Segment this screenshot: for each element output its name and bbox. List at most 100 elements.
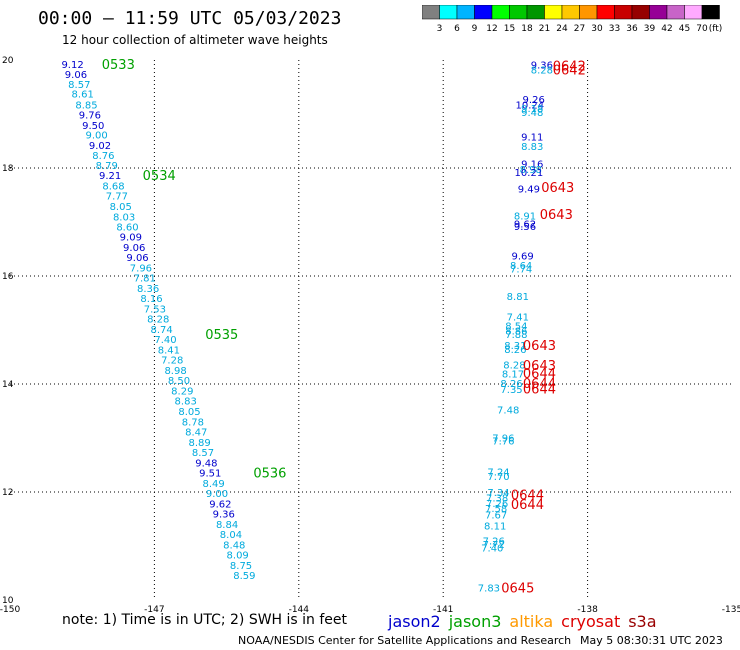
track-b-time-label: 0644 bbox=[511, 489, 544, 504]
y-tick-label: 10 bbox=[2, 596, 14, 606]
track-a-wave-height: 8.50 bbox=[168, 376, 190, 387]
track-b-wave-height: 7.48 bbox=[497, 405, 519, 416]
track-a-wave-height: 8.41 bbox=[158, 345, 180, 356]
chart-title: 00:00 – 11:59 UTC 05/03/2023 bbox=[38, 8, 342, 29]
track-b-time-label: 0643 bbox=[540, 208, 573, 223]
track-b-time-label: 0643 bbox=[523, 339, 556, 354]
footer-notes: note: 1) Time is in UTC; 2) SWH is in fe… bbox=[62, 612, 348, 628]
track-b-wave-height: 8.31 bbox=[504, 341, 526, 352]
track-a-wave-height: 8.04 bbox=[220, 530, 242, 541]
track-a-wave-height: 8.78 bbox=[182, 417, 204, 428]
colorbar-tick-label: 36 bbox=[626, 24, 638, 34]
x-tick-label: -135 bbox=[722, 605, 740, 615]
colorbar-tick-label: 27 bbox=[574, 24, 585, 34]
chart-subtitle: 12 hour collection of altimeter wave hei… bbox=[62, 33, 328, 47]
colorbar-tick-label: 24 bbox=[556, 24, 568, 34]
track-a-time-label: 0533 bbox=[102, 58, 135, 73]
track-b-time-label: 0644 bbox=[523, 367, 556, 382]
satellite-legend: jason2 jason3 altika cryosat s3a bbox=[388, 612, 665, 631]
legend-jason2: jason2 bbox=[388, 612, 441, 631]
footer-timestamp: May 5 08:30:31 UTC 2023 bbox=[580, 634, 723, 647]
track-b-wave-height: 9.36 bbox=[531, 60, 553, 71]
track-a-wave-height: 8.36 bbox=[137, 284, 159, 295]
track-a-wave-height: 9.62 bbox=[209, 499, 231, 510]
track-b-wave-height: 8.64 bbox=[510, 261, 532, 272]
track-a-wave-height: 8.29 bbox=[171, 386, 193, 397]
track-b-wave-height: 8.83 bbox=[521, 142, 543, 153]
track-b-time-label: 0642 bbox=[553, 64, 586, 79]
colorbar-tick-label: 3 bbox=[437, 24, 443, 34]
track-b-time-label: 0644 bbox=[511, 498, 544, 513]
track-a-wave-height: 9.06 bbox=[126, 253, 148, 264]
track-a-wave-height: 8.79 bbox=[96, 161, 118, 172]
colorbar-tick-label: 12 bbox=[486, 24, 497, 34]
track-b-wave-height: 7.88 bbox=[505, 330, 527, 341]
track-b-time-label: 0643 bbox=[523, 359, 556, 374]
track-a-wave-height: 8.28 bbox=[147, 315, 169, 326]
track-a-wave-height: 7.53 bbox=[144, 304, 166, 315]
track-b-wave-height: 7.34 bbox=[487, 488, 509, 499]
track-b-wave-height: 10.21 bbox=[515, 168, 544, 179]
track-a-wave-height: 8.76 bbox=[92, 151, 114, 162]
track-a-wave-height: 8.68 bbox=[102, 181, 124, 192]
track-b-wave-height: 9.56 bbox=[514, 222, 536, 233]
track-a-wave-height: 8.85 bbox=[75, 100, 97, 111]
track-a-wave-height: 9.09 bbox=[120, 233, 142, 244]
track-b-wave-height: 7.76 bbox=[492, 437, 514, 448]
track-a-time-label: 0536 bbox=[253, 467, 286, 482]
track-b-wave-height: 7.74 bbox=[510, 264, 532, 275]
x-tick-label: -138 bbox=[577, 605, 598, 615]
track-a-wave-height: 9.12 bbox=[61, 60, 83, 71]
track-a-wave-height: 8.89 bbox=[189, 438, 211, 449]
track-a-wave-height: 8.60 bbox=[116, 222, 138, 233]
colorbar-tick-label: 33 bbox=[609, 24, 620, 34]
track-b-wave-height: 8.26 bbox=[504, 345, 526, 356]
track-a-wave-height: 9.06 bbox=[123, 243, 145, 254]
track-a-time-label: 0535 bbox=[205, 328, 238, 343]
track-b-wave-height: 8.26 bbox=[500, 379, 522, 390]
colorbar-tick-label: 21 bbox=[539, 24, 550, 34]
track-a-wave-height: 9.36 bbox=[213, 510, 235, 521]
track-a-wave-height: 9.00 bbox=[86, 131, 108, 142]
track-a-wave-height: 9.76 bbox=[79, 111, 101, 122]
track-a-wave-height: 7.28 bbox=[161, 356, 183, 367]
track-b-wave-height: 7.35 bbox=[500, 385, 522, 396]
track-b-wave-height: 8.28 bbox=[531, 66, 553, 77]
track-b-wave-height: 7.24 bbox=[487, 467, 509, 478]
track-b-wave-height: 7.38 bbox=[486, 493, 508, 504]
track-a-wave-height: 7.77 bbox=[106, 192, 128, 203]
track-b-time-label: 0644 bbox=[523, 382, 556, 397]
track-a-wave-height: 8.57 bbox=[68, 80, 90, 91]
y-tick-label: 20 bbox=[2, 56, 14, 66]
track-a-wave-height: 9.48 bbox=[195, 458, 217, 469]
track-b-wave-height: 8.17 bbox=[502, 370, 524, 381]
track-b-wave-height: 9.18 bbox=[521, 104, 543, 115]
track-a-time-label: 0534 bbox=[143, 169, 176, 184]
track-b-wave-height: 7.40 bbox=[481, 544, 503, 555]
legend-s3a: s3a bbox=[628, 612, 657, 631]
colorbar-tick-label: 39 bbox=[644, 24, 656, 34]
track-a-wave-height: 8.05 bbox=[110, 202, 132, 213]
colorbar-unit: (ft) bbox=[709, 24, 723, 34]
track-b-wave-height: 9.16 bbox=[521, 160, 543, 171]
track-a-wave-height: 7.40 bbox=[154, 335, 176, 346]
track-b-wave-height: 7.72 bbox=[483, 540, 505, 551]
legend-cryosat: cryosat bbox=[561, 612, 621, 631]
track-b-wave-height: 7.41 bbox=[507, 313, 529, 324]
colorbar-tick-label: 42 bbox=[661, 24, 672, 34]
x-tick-label: -147 bbox=[144, 605, 164, 615]
track-b-time-label: 0643 bbox=[541, 181, 574, 196]
track-b-wave-height: 8.91 bbox=[514, 212, 536, 223]
track-a-wave-height: 8.05 bbox=[178, 407, 200, 418]
track-a-wave-height: 9.50 bbox=[82, 121, 104, 132]
track-b-wave-height: 8.28 bbox=[503, 361, 525, 372]
track-a-wave-height: 8.84 bbox=[216, 520, 238, 531]
track-a-wave-height: 8.47 bbox=[185, 428, 207, 439]
colorbar-tick-label: 6 bbox=[454, 24, 460, 34]
track-b-wave-height: 7.26 bbox=[483, 537, 505, 548]
track-a-wave-height: 8.74 bbox=[150, 325, 172, 336]
x-tick-label: -144 bbox=[289, 605, 310, 615]
x-tick-label: -141 bbox=[433, 605, 453, 615]
track-b-wave-height: 8.81 bbox=[507, 292, 529, 303]
color-scale-bar: 3 6 9 12 15 18 21 24 27 30 33 36 39 42 45 70 (ft) bbox=[422, 5, 723, 34]
